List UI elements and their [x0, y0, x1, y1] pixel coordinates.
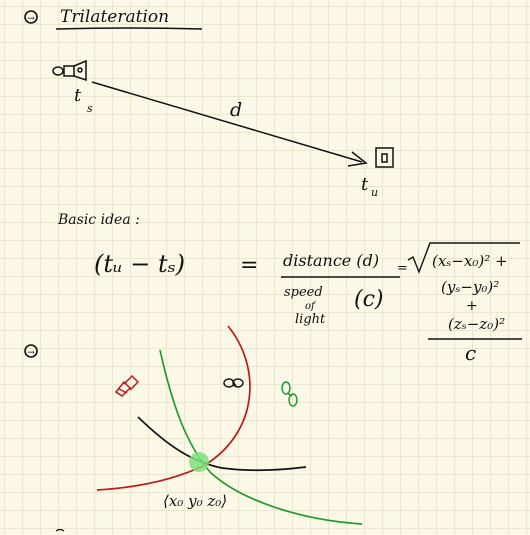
denominator-speed: speed [284, 285, 323, 300]
receiver-time-label: t [361, 174, 369, 195]
final-denominator: c [465, 341, 476, 365]
sqrt-term-z: (zₛ−z₀)² [448, 315, 505, 333]
denominator-of: of [305, 301, 317, 312]
black-sphere-arc [137, 416, 307, 472]
denominator-light: light [295, 312, 326, 327]
sender-time-label: t [74, 85, 82, 106]
red-satellite-icon [114, 374, 140, 397]
equation-numerator: distance (d) [283, 251, 379, 270]
intersection-highlight [189, 452, 209, 472]
section-marker-1: → [24, 10, 38, 24]
equation-equals: = [240, 253, 258, 278]
receiver-icon [375, 147, 394, 168]
distance-label: d [230, 99, 242, 121]
equation-equals-small: = [397, 261, 408, 276]
green-satellite-icon [281, 381, 298, 407]
satellite-icon [52, 59, 87, 82]
sqrt-term-x: (xₛ−x₀)² + [432, 252, 508, 270]
sqrt-term-y: (yₛ−y₀)² [441, 278, 499, 296]
receiver-time-subscript: u [371, 186, 378, 199]
green-sphere-arc [159, 349, 363, 525]
title-underline [55, 27, 203, 30]
equation-lhs: (tᵤ − tₛ) [94, 250, 185, 278]
red-sphere-arc [96, 325, 251, 491]
sqrt-plus: + [466, 298, 478, 314]
black-satellite-icon [223, 378, 244, 388]
page-title: Trilateration [60, 7, 169, 27]
arrow-head-icon [347, 151, 368, 167]
signal-arrow-line [91, 81, 363, 163]
intersection-label: ⟨x₀ y₀ z₀⟩ [163, 492, 227, 510]
stray-mark [55, 528, 65, 532]
denominator-symbol: (c) [354, 287, 384, 312]
basic-idea-heading: Basic idea : [57, 212, 140, 228]
square-root-sign [407, 242, 520, 274]
sender-time-subscript: s [87, 102, 93, 115]
svg-text:→: → [27, 14, 35, 24]
svg-text:→: → [27, 348, 35, 358]
section-marker-2: → [24, 344, 38, 358]
